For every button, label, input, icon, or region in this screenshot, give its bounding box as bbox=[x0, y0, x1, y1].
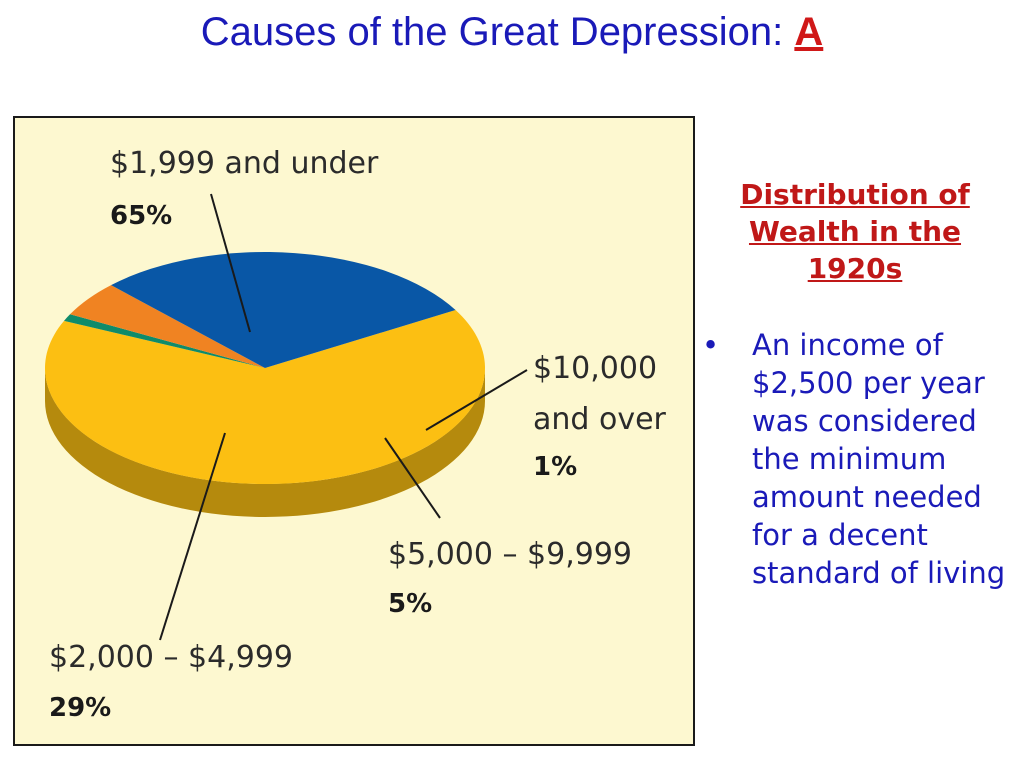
slice-10000-over-label: $10,000 bbox=[533, 351, 657, 386]
slice-10000-over bbox=[64, 314, 265, 368]
slice-under-1999-label: $1,999 and under bbox=[110, 146, 379, 181]
slice-under-1999-percent: 65% bbox=[110, 201, 172, 231]
slice-5000-9999-percent: 5% bbox=[388, 589, 432, 619]
bullet-dot-icon: • bbox=[702, 328, 720, 362]
slice-2000-4999 bbox=[111, 251, 456, 368]
bullet-item: • An income of $2,500 per year was consid… bbox=[702, 326, 1020, 592]
slice-10000-over-leader-line bbox=[425, 369, 528, 431]
slice-under-1999 bbox=[45, 310, 486, 484]
wealth-heading: Distribution of Wealth in the 1920s bbox=[740, 178, 970, 285]
slice-2000-4999-label: $2,000 – $4,999 bbox=[49, 640, 293, 675]
slide-title: Causes of the Great Depression: A bbox=[0, 10, 1024, 55]
slice-under-1999-side bbox=[45, 368, 485, 517]
chart-panel: $1,999 and under 65% $10,000 and over 1% $5,0… bbox=[13, 116, 695, 746]
slide-title-letter: A bbox=[794, 10, 824, 54]
slice-5000-9999-leader-line bbox=[384, 437, 441, 519]
slice-10000-over-label: and over bbox=[533, 402, 667, 437]
slice-5000-9999 bbox=[70, 285, 265, 368]
slice-under-1999-leader-line bbox=[210, 193, 251, 333]
slice-10000-over-percent: 1% bbox=[533, 452, 577, 482]
slide-title-text: Causes of the Great Depression: bbox=[200, 10, 784, 54]
bullet-list: • An income of $2,500 per year was consid… bbox=[702, 326, 1020, 592]
slice-2000-4999-leader-line bbox=[159, 432, 226, 641]
pie-chart: $1,999 and under 65% $10,000 and over 1% $5,0… bbox=[45, 146, 667, 723]
slice-2000-4999-percent: 29% bbox=[49, 693, 111, 723]
slice-5000-9999-label: $5,000 – $9,999 bbox=[388, 537, 632, 572]
bullet-text: An income of $2,500 per year was conside… bbox=[752, 328, 1006, 590]
